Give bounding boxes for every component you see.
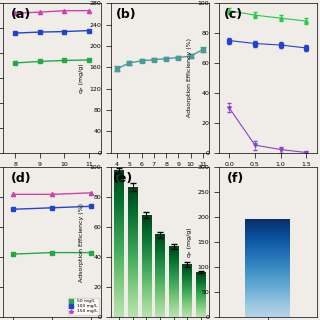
Text: (a): (a) <box>11 8 31 21</box>
Y-axis label: qₑ (mg/g): qₑ (mg/g) <box>187 227 192 257</box>
Text: (e): (e) <box>113 172 133 185</box>
Y-axis label: Adsorption Efficiency (%): Adsorption Efficiency (%) <box>187 38 192 117</box>
Text: (c): (c) <box>224 8 243 21</box>
Y-axis label: qₑ (mg/g): qₑ (mg/g) <box>79 63 84 93</box>
Text: (f): (f) <box>227 172 244 185</box>
X-axis label: pH: pH <box>155 173 165 179</box>
Y-axis label: Adsorption Efficiency (%): Adsorption Efficiency (%) <box>79 203 84 282</box>
Text: (d): (d) <box>11 172 32 185</box>
Legend: 50 mg/L, 100 mg/L, 150 mg/L: 50 mg/L, 100 mg/L, 150 mg/L <box>68 298 99 315</box>
Text: (b): (b) <box>116 8 137 21</box>
